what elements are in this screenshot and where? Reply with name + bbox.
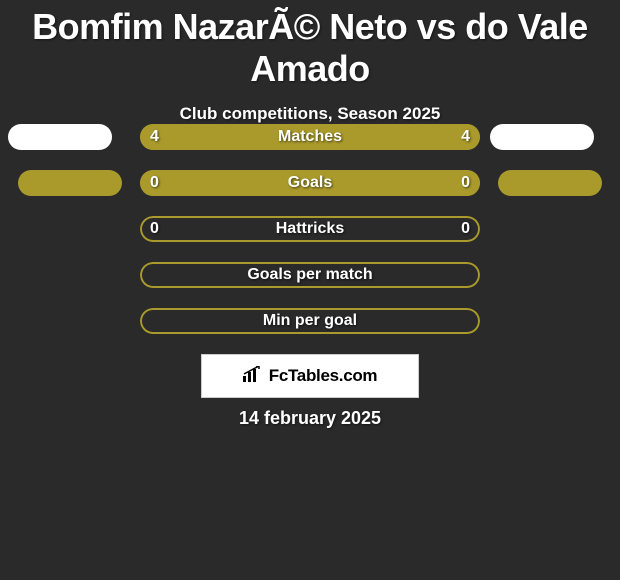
- stat-label: Goals: [140, 170, 480, 196]
- player-left-marker: [8, 124, 112, 150]
- stat-bar: Matches4 4: [140, 124, 480, 150]
- stat-rows: Matches44Goals00Hattricks00Goals per mat…: [0, 124, 620, 354]
- stat-bar: Goals per match: [140, 262, 480, 288]
- comparison-infographic: Bomfim NazarÃ© Neto vs do Vale Amado Clu…: [0, 0, 620, 580]
- subtitle: Club competitions, Season 2025: [0, 104, 620, 124]
- chart-icon: [243, 366, 263, 387]
- stat-row: Hattricks0 0: [0, 216, 620, 242]
- date-text: 14 february 2025: [0, 408, 620, 429]
- stat-bar: Goals0 0: [140, 170, 480, 196]
- stat-row: Goals per match: [0, 262, 620, 288]
- stat-left-value: 0: [150, 216, 159, 242]
- player-right-marker: [490, 124, 594, 150]
- source-badge: FcTables.com: [201, 354, 419, 398]
- page-title: Bomfim NazarÃ© Neto vs do Vale Amado: [0, 0, 620, 90]
- stat-label: Goals per match: [140, 262, 480, 288]
- stat-bar: Min per goal: [140, 308, 480, 334]
- stat-right-value: 4: [461, 124, 470, 150]
- stat-label: Matches: [140, 124, 480, 150]
- stat-label: Hattricks: [140, 216, 480, 242]
- stat-row: Matches4 4: [0, 124, 620, 150]
- stat-row: Min per goal: [0, 308, 620, 334]
- stat-left-value: 0: [150, 170, 159, 196]
- player-left-marker: [18, 170, 122, 196]
- player-right-marker: [498, 170, 602, 196]
- stat-bar: Hattricks0 0: [140, 216, 480, 242]
- stat-right-value: 0: [461, 216, 470, 242]
- stat-row: Goals0 0: [0, 170, 620, 196]
- stat-right-value: 0: [461, 170, 470, 196]
- stat-label: Min per goal: [140, 308, 480, 334]
- stat-left-value: 4: [150, 124, 159, 150]
- badge-text: FcTables.com: [269, 366, 378, 386]
